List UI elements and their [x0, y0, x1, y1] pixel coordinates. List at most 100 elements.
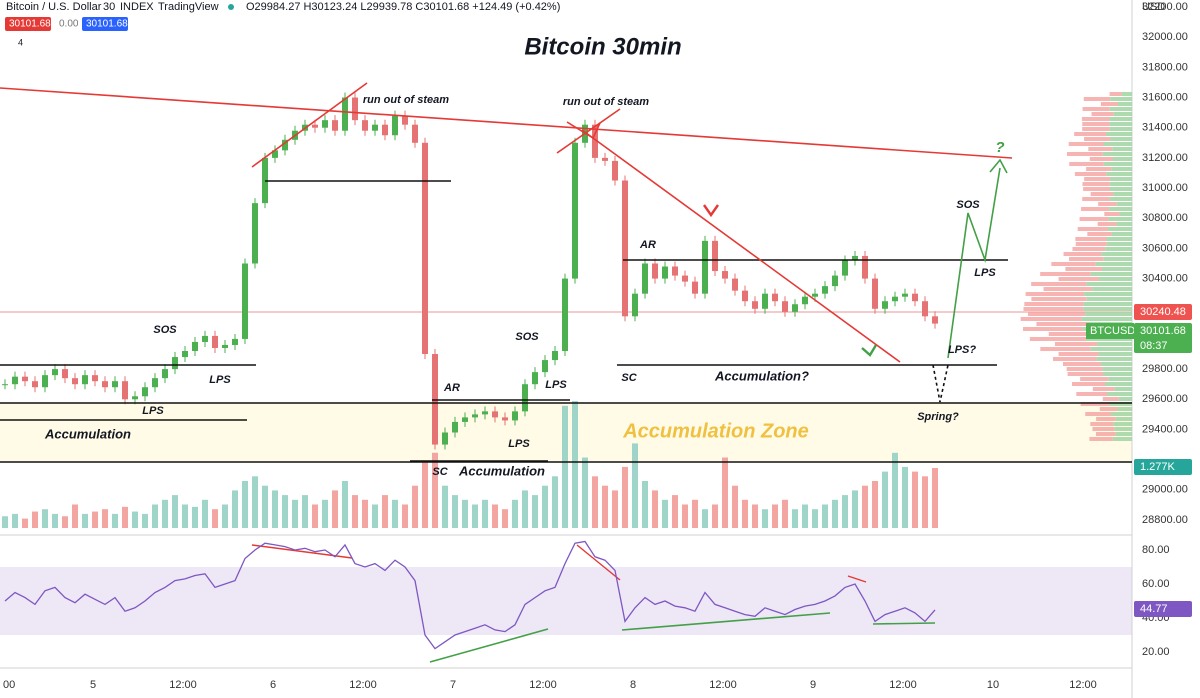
volume-bar	[432, 452, 438, 528]
time-label: 12:00	[889, 679, 917, 691]
volume-bar	[412, 485, 418, 528]
profile-bar	[1108, 217, 1132, 221]
rsi-tick-label: 60.00	[1142, 578, 1170, 590]
volume-bar	[192, 506, 198, 528]
profile-bar	[1084, 292, 1132, 296]
profile-bar	[1075, 242, 1107, 246]
rsi-tick-label: 80.00	[1142, 544, 1170, 556]
volume-bar	[472, 504, 478, 528]
profile-bar	[1067, 372, 1104, 376]
profile-bar	[1104, 212, 1120, 216]
volume-bar	[222, 504, 228, 528]
buy-button[interactable]	[82, 17, 128, 31]
buy-price[interactable]: 30101.68	[86, 19, 128, 30]
volume-bar	[312, 504, 318, 528]
candle	[382, 124, 388, 136]
annotation: SOS	[153, 324, 177, 336]
candle	[722, 271, 728, 279]
candle	[872, 278, 878, 309]
sell-price[interactable]: 30101.68	[9, 19, 51, 30]
indicator-count[interactable]: 4	[18, 37, 23, 47]
price-tick-label: 32000.00	[1142, 31, 1188, 43]
profile-bar	[1098, 202, 1117, 206]
time-label: 00	[3, 679, 15, 691]
candle	[342, 97, 348, 131]
candle	[592, 124, 598, 158]
time-label: 12:00	[1069, 679, 1097, 691]
profile-bar	[1110, 177, 1132, 181]
volume-bar	[12, 513, 18, 528]
volume-bar	[782, 499, 788, 528]
time-label: 8	[630, 679, 636, 691]
profile-bar	[1031, 282, 1087, 286]
profile-bar	[1095, 262, 1132, 266]
annotation: LPS	[209, 374, 231, 386]
volume-bar	[332, 490, 338, 528]
candle	[352, 97, 358, 121]
volume-bar	[302, 495, 308, 528]
profile-bar	[1106, 172, 1132, 176]
volume-bar	[122, 506, 128, 528]
profile-bar	[1110, 137, 1132, 141]
candle	[182, 351, 188, 358]
profile-bar	[1040, 272, 1091, 276]
candle	[312, 124, 318, 128]
volume-bar	[452, 495, 458, 528]
volume-bar	[382, 495, 388, 528]
volume-bar	[712, 504, 718, 528]
volume-bar	[542, 485, 548, 528]
candle	[842, 260, 848, 276]
volume-bar	[532, 495, 538, 528]
volume-bar	[462, 499, 468, 528]
volume-bar	[692, 499, 698, 528]
annotation: Accumulation Zone	[622, 420, 809, 442]
profile-bar	[1081, 207, 1110, 211]
candle	[172, 357, 178, 370]
profile-bar	[1117, 102, 1132, 106]
profile-bar	[1096, 417, 1116, 421]
profile-bar	[1105, 247, 1132, 251]
candle	[602, 157, 608, 161]
volume-bar	[902, 466, 908, 528]
profile-bar	[1109, 107, 1132, 111]
profile-bar	[1075, 237, 1107, 241]
candle	[192, 341, 198, 352]
line-price-label-bg	[1134, 304, 1192, 320]
price-tick-label: 29600.00	[1142, 393, 1188, 405]
profile-bar	[1065, 267, 1103, 271]
candle	[852, 255, 858, 261]
candle	[692, 281, 698, 294]
profile-bar	[1113, 112, 1132, 116]
profile-bar	[1023, 307, 1084, 311]
volume-label: 1.277K	[1140, 461, 1176, 473]
profile-bar	[1052, 357, 1097, 361]
volume-bar	[422, 462, 428, 528]
volume-bar	[502, 509, 508, 528]
profile-bar	[1024, 302, 1084, 306]
volume-bar	[812, 509, 818, 528]
profile-bar	[1112, 147, 1132, 151]
volume-bar	[852, 490, 858, 528]
profile-bar	[1086, 297, 1132, 301]
annotation: LPS	[142, 405, 164, 417]
time-label: 6	[270, 679, 276, 691]
sell-button[interactable]	[5, 17, 51, 31]
volume-bar	[622, 466, 628, 528]
profile-bar	[1082, 127, 1110, 131]
header: Bitcoin / U.S. Dollar 30 INDEX TradingVi…	[5, 1, 682, 60]
red-trendlines	[0, 82, 1013, 363]
profile-bar	[1083, 307, 1132, 311]
price-tick-label: 28800.00	[1142, 514, 1188, 526]
candle	[92, 375, 98, 382]
candle	[32, 381, 38, 388]
candle	[202, 335, 208, 342]
profile-bar	[1087, 232, 1112, 236]
candle	[482, 411, 488, 415]
price-tick-label: 29400.00	[1142, 423, 1188, 435]
profile-bar	[1089, 437, 1113, 441]
volume-bar	[602, 485, 608, 528]
time-label: 12:00	[709, 679, 737, 691]
volume-bar	[252, 476, 258, 528]
candle	[362, 120, 368, 131]
